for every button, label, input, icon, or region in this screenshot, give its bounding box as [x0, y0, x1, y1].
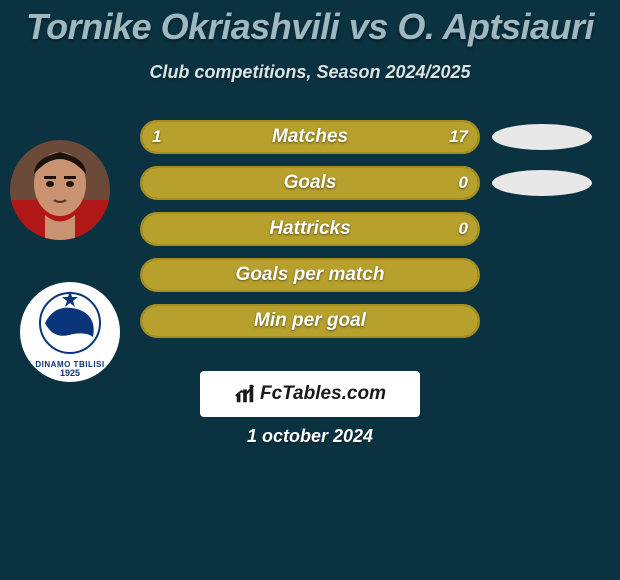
blank-oval	[492, 170, 592, 196]
subtitle: Club competitions, Season 2024/2025	[0, 62, 620, 83]
bar-label: Goals per match	[140, 258, 480, 292]
stat-row: Goals per match	[0, 258, 620, 292]
value-right: 0	[459, 212, 468, 246]
stat-row: Matches1 17	[0, 120, 620, 154]
club-year: 1925	[35, 369, 105, 378]
bar-label: Min per goal	[140, 304, 480, 338]
stat-row: Hattricks0	[0, 212, 620, 246]
chart-icon	[234, 383, 256, 405]
comparison-card: Tornike Okriashvili vs O. Aptsiauri Club…	[0, 0, 620, 580]
blank-oval	[492, 124, 592, 150]
footer-brand[interactable]: FcTables.com	[200, 371, 420, 417]
bar-label: Matches	[140, 120, 480, 154]
footer-brand-text: FcTables.com	[260, 383, 386, 405]
date-text: 1 october 2024	[0, 426, 620, 447]
page-title: Tornike Okriashvili vs O. Aptsiauri	[0, 0, 620, 48]
value-right: 17	[449, 120, 468, 154]
stat-row: Min per goal	[0, 304, 620, 338]
value-right: 0	[459, 166, 468, 200]
bar-label: Goals	[140, 166, 480, 200]
value-left: 1	[152, 120, 161, 154]
stats-chart: Matches117Goals0Hattricks0Goals per matc…	[0, 120, 620, 350]
stat-row: Goals0	[0, 166, 620, 200]
bar-label: Hattricks	[140, 212, 480, 246]
